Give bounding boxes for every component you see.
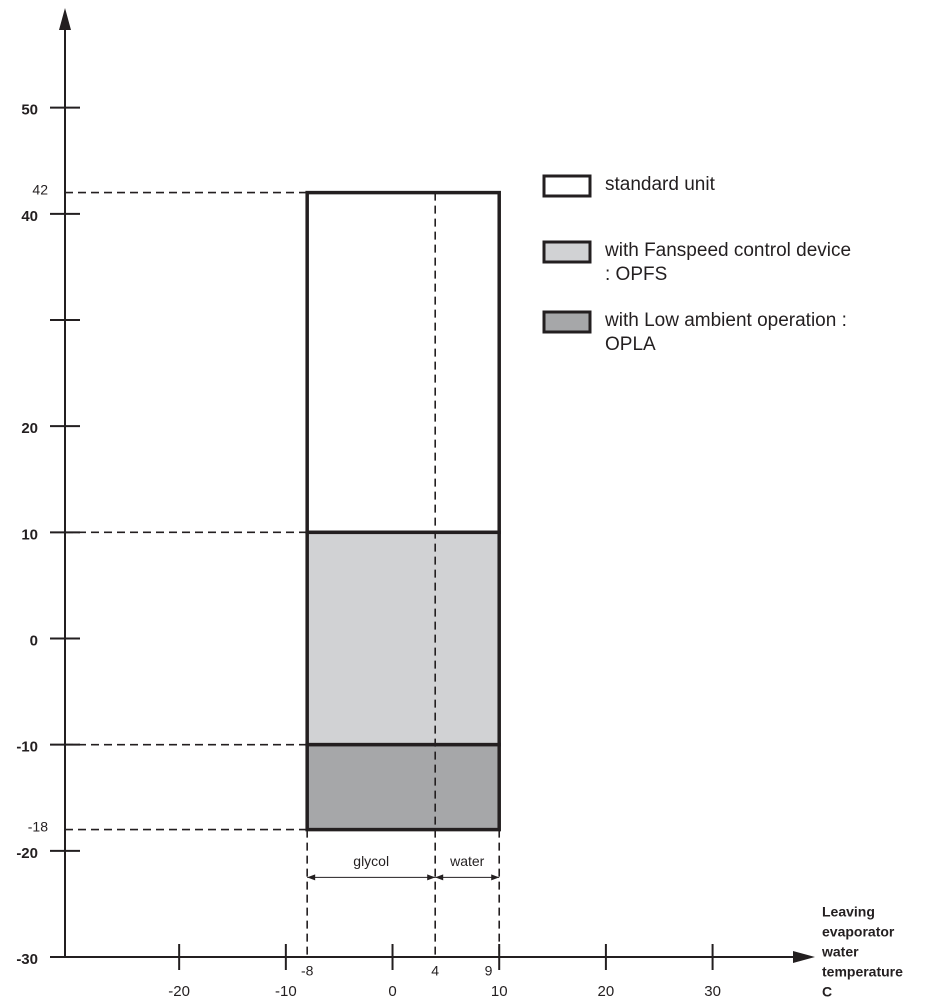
legend-swatch <box>542 240 592 264</box>
y-mark-label: 42 <box>32 181 48 197</box>
x-axis-label: C <box>822 984 832 1000</box>
legend-label: with Fanspeed control device : OPFS <box>605 240 852 285</box>
x-axis-label: evaporator <box>822 924 895 940</box>
x-axis-label: temperature <box>822 964 903 980</box>
y-tick-label: 0 <box>30 632 38 649</box>
y-tick-label: 20 <box>21 420 38 437</box>
x-tick-label: -20 <box>168 983 190 1000</box>
y-tick-label: 10 <box>21 526 38 543</box>
arrowhead <box>59 8 71 30</box>
x-mark-label: -8 <box>301 963 314 979</box>
arrowhead <box>793 951 815 963</box>
y-mark-label: -18 <box>28 818 48 834</box>
region <box>305 742 501 832</box>
arrowhead <box>435 874 500 881</box>
x-tick-label: -10 <box>275 983 297 1000</box>
legend-swatch <box>542 310 592 334</box>
y-tick-label: -20 <box>16 845 38 862</box>
y-tick-label: 50 <box>21 102 38 119</box>
region <box>305 190 501 535</box>
x-mark-label: 9 <box>485 963 493 979</box>
x-tick-label: 20 <box>598 983 615 1000</box>
x-tick-label: 10 <box>491 983 508 1000</box>
range-label: glycol <box>353 853 389 869</box>
x-tick-label: 0 <box>388 983 396 1000</box>
legend-swatch <box>542 174 592 198</box>
legend-label: standard unit <box>605 174 715 195</box>
y-tick-label: 40 <box>21 208 38 225</box>
y-tick-label: -30 <box>16 951 38 968</box>
region <box>305 530 501 747</box>
range-label: water <box>449 853 485 869</box>
y-tick-label: -10 <box>16 739 38 756</box>
x-axis-label: Leaving <box>822 904 875 920</box>
x-tick-label: 30 <box>704 983 721 1000</box>
x-axis-label: water <box>821 944 859 960</box>
legend-label: with Low ambient operation : OPLA <box>605 310 847 355</box>
x-mark-label: 4 <box>431 963 439 979</box>
